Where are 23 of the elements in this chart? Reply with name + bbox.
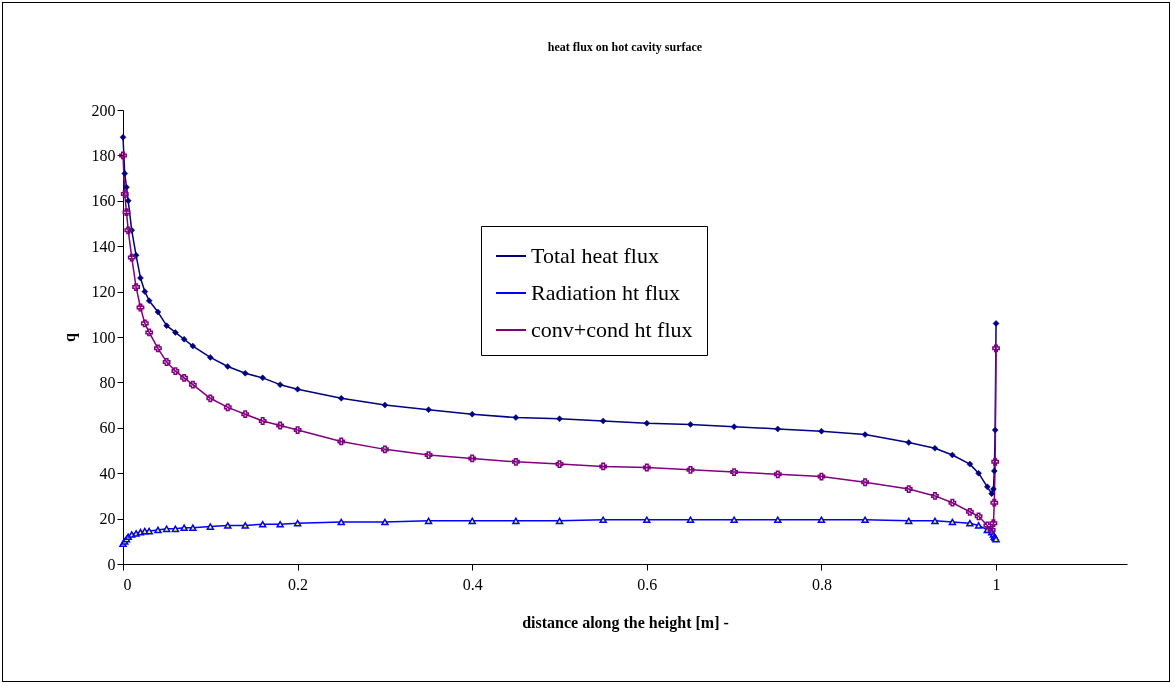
y-tick-label: 60 — [99, 419, 116, 437]
x-tick-label: 1 — [992, 575, 1001, 593]
x-axis-title: distance along the height [m] - — [522, 613, 729, 632]
y-tick-label: 160 — [91, 192, 116, 210]
y-tick-label: 0 — [107, 555, 116, 573]
x-tick-label: 0 — [123, 575, 132, 593]
legend-label: Total heat flux — [531, 243, 659, 268]
legend-label: conv+cond ht flux — [531, 317, 693, 342]
x-tick-label: 0.2 — [288, 575, 309, 593]
y-axis-title: q — [60, 332, 79, 342]
y-tick-label: 120 — [91, 283, 116, 301]
y-tick-label: 20 — [99, 510, 116, 528]
y-tick-label: 100 — [91, 328, 116, 346]
y-tick-label: 140 — [91, 237, 116, 255]
x-tick-label: 0.4 — [462, 575, 483, 593]
y-tick-label: 80 — [99, 373, 116, 391]
y-tick-label: 40 — [99, 464, 116, 482]
y-tick-label: 180 — [91, 146, 116, 164]
x-tick-label: 0.6 — [637, 575, 658, 593]
x-tick-label: 0.8 — [811, 575, 832, 593]
y-tick-label: 200 — [91, 101, 116, 119]
legend-label: Radiation ht flux — [531, 280, 681, 305]
chart-title: heat flux on hot cavity surface — [547, 40, 703, 54]
